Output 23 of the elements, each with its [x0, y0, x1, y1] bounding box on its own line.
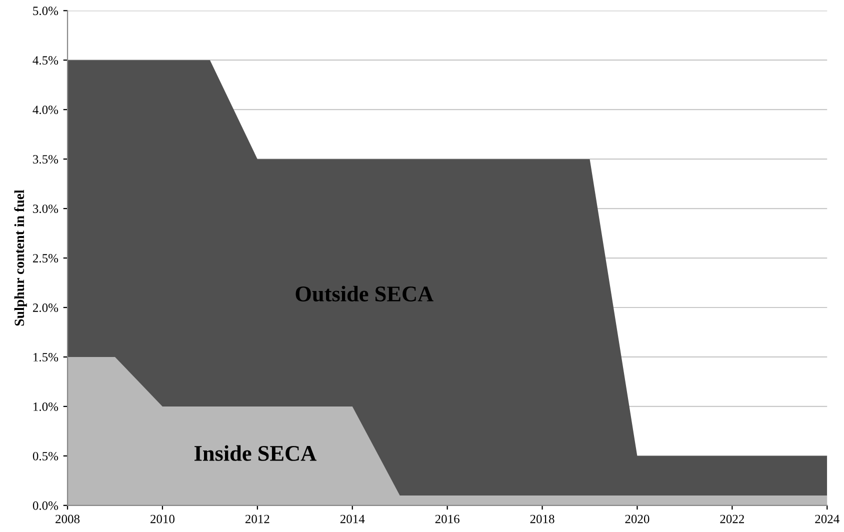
x-tick-label: 2024 [815, 514, 840, 524]
y-tick-label: 0.5% [32, 452, 58, 460]
x-tick-label: 2022 [720, 514, 744, 524]
x-tick-label: 2016 [435, 514, 460, 524]
y-tick-label: 0.0% [32, 501, 58, 510]
y-tick-label: 4.0% [32, 106, 58, 114]
y-tick-label: 3.0% [33, 204, 58, 214]
y-tick-label: 3.5% [33, 155, 58, 164]
x-tick-label: 2020 [625, 514, 650, 524]
y-tick-label: 5.0% [33, 6, 58, 16]
x-tick-label: 2012 [245, 514, 270, 524]
y-tick-label: 1.0% [34, 402, 58, 411]
y-tick-label: 4.5% [32, 56, 58, 65]
x-tick-label: 2018 [530, 514, 554, 524]
series-label: Inside SECA [194, 445, 316, 461]
x-tick-label: 2014 [340, 514, 365, 524]
x-tick-label: 2008 [56, 514, 80, 524]
y-tick-label: 2.5% [33, 254, 58, 263]
x-tick-label: 2010 [150, 514, 174, 524]
y-tick-label: 1.5% [34, 352, 58, 362]
y-axis-title: Sulphur content in fuel [14, 190, 27, 326]
y-tick-label: 2.0% [33, 304, 58, 312]
series-label: Outside SECA [296, 286, 434, 302]
